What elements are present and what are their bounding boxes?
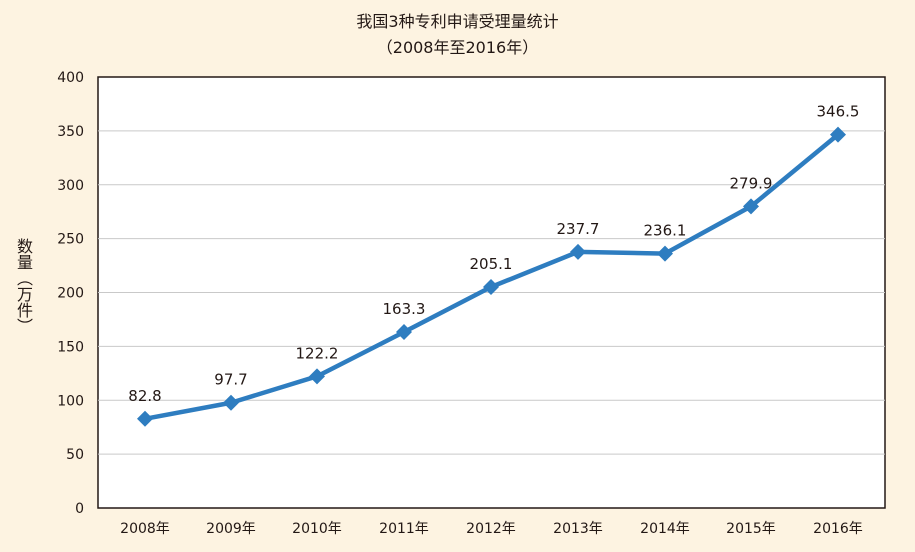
- data-point: [309, 368, 325, 385]
- chart-title: 我国3种专利申请受理量统计: [356, 12, 559, 31]
- x-tick-label: 2010年: [292, 521, 342, 537]
- data-point: [830, 126, 846, 143]
- data-label: 279.9: [730, 174, 773, 192]
- data-label: 346.5: [817, 103, 860, 121]
- y-tick-label: 200: [57, 286, 84, 302]
- y-tick-label: 350: [57, 124, 84, 140]
- y-tick-label: 0: [75, 501, 84, 517]
- x-tick-label: 2015年: [726, 521, 776, 537]
- y-tick-label: 300: [57, 178, 84, 194]
- y-axis-label: 数量（万件）: [14, 238, 33, 334]
- data-point: [483, 279, 499, 296]
- y-tick-label: 150: [57, 339, 84, 355]
- x-tick-label: 2009年: [206, 521, 256, 537]
- data-point: [743, 198, 759, 215]
- x-tick-label: 2016年: [813, 521, 863, 537]
- x-tick-label: 2008年: [120, 521, 170, 537]
- x-tick-label: 2013年: [553, 521, 603, 537]
- data-point: [570, 243, 586, 260]
- data-label: 122.2: [296, 344, 339, 362]
- chart-subtitle: （2008年至2016年）: [376, 38, 539, 57]
- data-label: 205.1: [470, 255, 513, 273]
- data-point: [223, 394, 239, 411]
- y-tick-label: 400: [57, 70, 84, 86]
- x-tick-label: 2011年: [379, 521, 429, 537]
- data-label: 97.7: [214, 371, 247, 389]
- y-tick-label: 50: [66, 447, 84, 463]
- data-label: 82.8: [128, 387, 161, 405]
- y-tick-label: 250: [57, 232, 84, 248]
- data-point: [137, 410, 153, 427]
- x-tick-label: 2012年: [466, 521, 516, 537]
- data-label: 163.3: [383, 300, 426, 318]
- data-label: 236.1: [644, 222, 687, 240]
- x-tick-label: 2014年: [640, 521, 690, 537]
- data-point: [657, 245, 673, 262]
- data-label: 237.7: [557, 220, 600, 238]
- data-point: [396, 324, 412, 341]
- y-tick-label: 100: [57, 393, 84, 409]
